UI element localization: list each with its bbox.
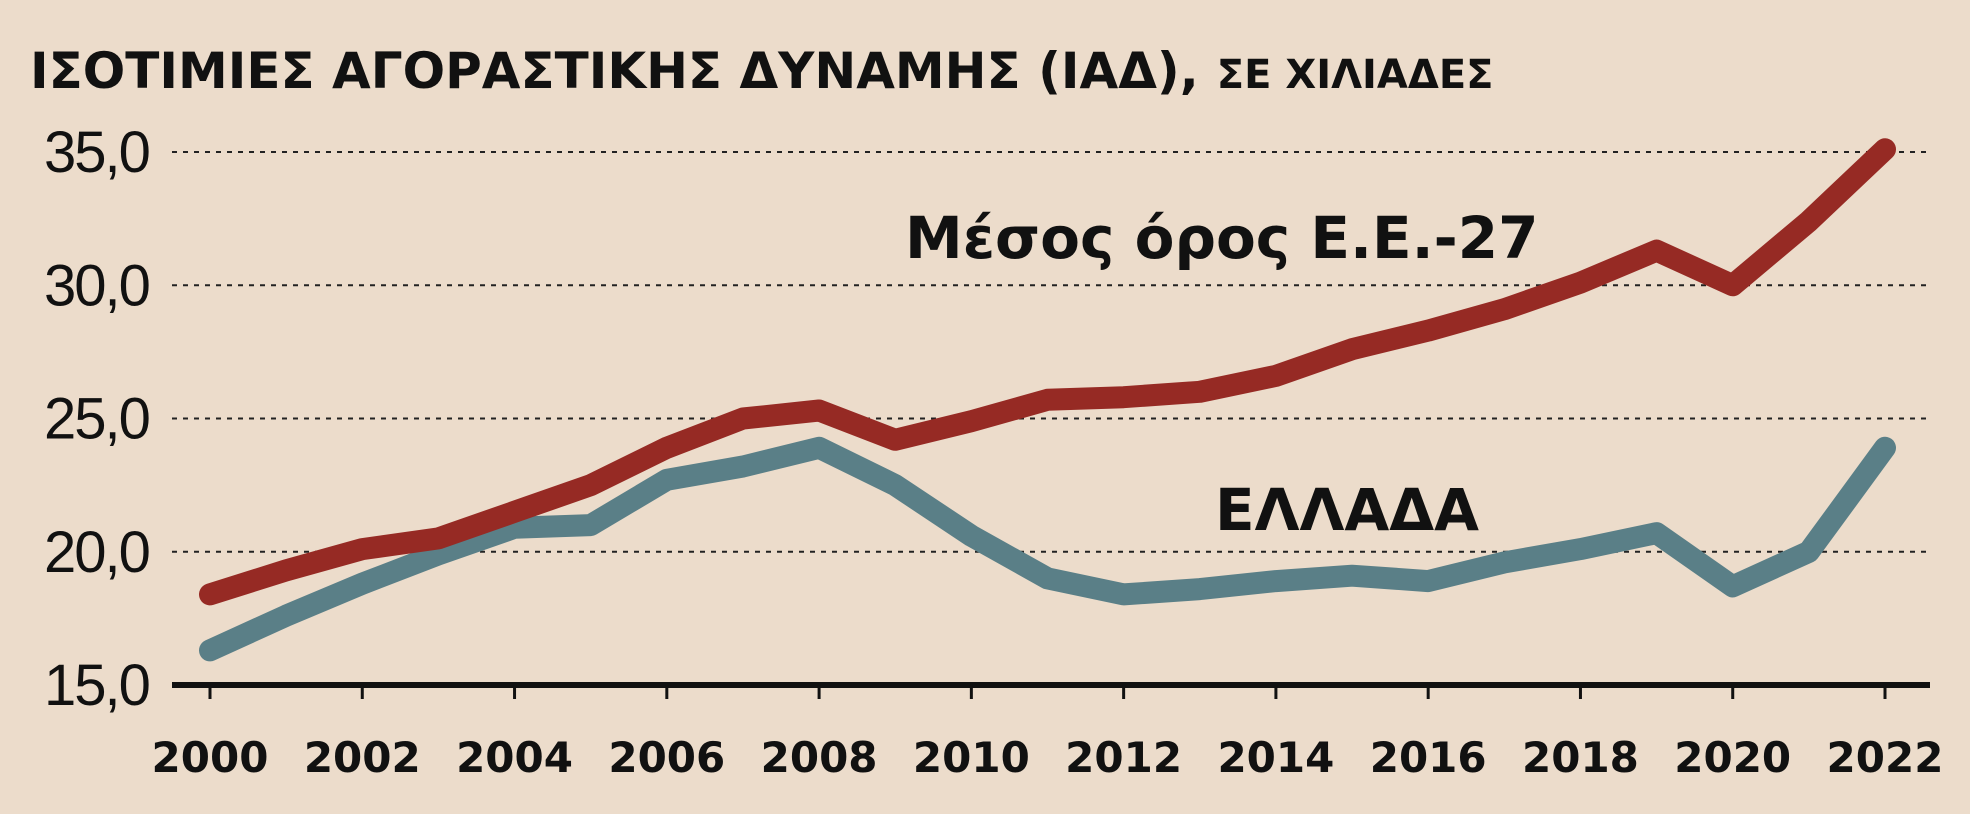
chart-subtitle: ΣΕ ΧΙΛΙΑΔΕΣ — [1217, 52, 1494, 98]
x-tick-label: 2020 — [1674, 733, 1791, 782]
x-tick-label: 2018 — [1522, 733, 1639, 782]
x-tick-label: 2012 — [1065, 733, 1182, 782]
x-tick-label: 2016 — [1370, 733, 1487, 782]
y-tick-label: 25,0 — [44, 387, 149, 452]
y-tick-label: 15,0 — [44, 653, 149, 718]
series-label-greece: ΕΛΛΑΔΑ — [1215, 476, 1479, 544]
y-tick-label: 20,0 — [44, 520, 149, 585]
x-tick-label: 2010 — [913, 733, 1030, 782]
x-tick-label: 2006 — [608, 733, 725, 782]
chart-title: ΙΣΟΤΙΜΙΕΣ ΑΓΟΡΑΣΤΙΚΗΣ ΔΥΝΑΜΗΣ (ΙΑΔ), ΣΕ Χ… — [30, 42, 1493, 100]
y-tick-label: 30,0 — [44, 253, 149, 318]
x-tick-label: 2000 — [152, 733, 269, 782]
chart-title-main: ΙΣΟΤΙΜΙΕΣ ΑΓΟΡΑΣΤΙΚΗΣ ΔΥΝΑΜΗΣ (ΙΑΔ), — [30, 42, 1199, 100]
series-label-eu: Μέσος όρος Ε.Ε.-27 — [905, 204, 1538, 272]
x-tick-label: 2002 — [304, 733, 421, 782]
y-axis-labels: 15,0 20,0 25,0 30,0 35,0 — [44, 120, 151, 718]
series-line-eu — [199, 138, 1896, 606]
gridlines — [172, 151, 1930, 553]
x-tick-label: 2004 — [456, 733, 573, 782]
series-line-greece — [199, 436, 1896, 662]
x-axis-labels: 2000 2002 2004 2006 2008 2010 2012 2014 2016 2018… — [152, 733, 1944, 782]
series-lines — [199, 138, 1896, 662]
x-tick-label: 2008 — [761, 733, 878, 782]
x-tick-label: 2014 — [1217, 733, 1334, 782]
y-tick-label: 35,0 — [44, 120, 149, 185]
x-axis — [172, 682, 1930, 699]
x-tick-label: 2022 — [1827, 733, 1944, 782]
